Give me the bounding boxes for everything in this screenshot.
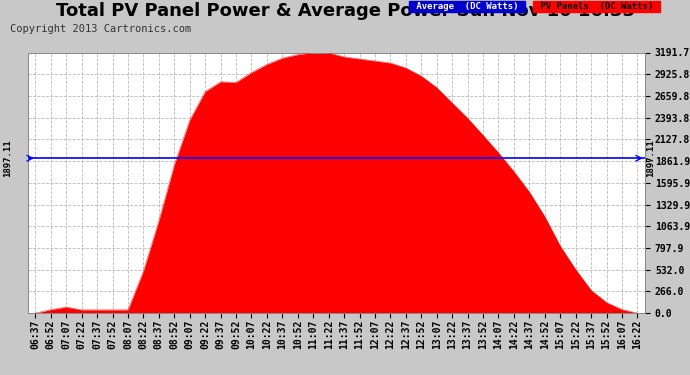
Text: Total PV Panel Power & Average Power Sun Nov 10 16:33: Total PV Panel Power & Average Power Sun… <box>55 2 635 20</box>
Text: 1897.11: 1897.11 <box>647 140 656 177</box>
Text: 1897.11: 1897.11 <box>3 140 12 177</box>
Text: PV Panels  (DC Watts): PV Panels (DC Watts) <box>535 2 658 11</box>
Text: Average  (DC Watts): Average (DC Watts) <box>411 2 524 11</box>
Text: Copyright 2013 Cartronics.com: Copyright 2013 Cartronics.com <box>10 24 192 34</box>
